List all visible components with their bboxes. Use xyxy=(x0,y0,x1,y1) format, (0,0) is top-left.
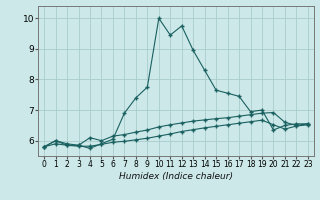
X-axis label: Humidex (Indice chaleur): Humidex (Indice chaleur) xyxy=(119,172,233,181)
